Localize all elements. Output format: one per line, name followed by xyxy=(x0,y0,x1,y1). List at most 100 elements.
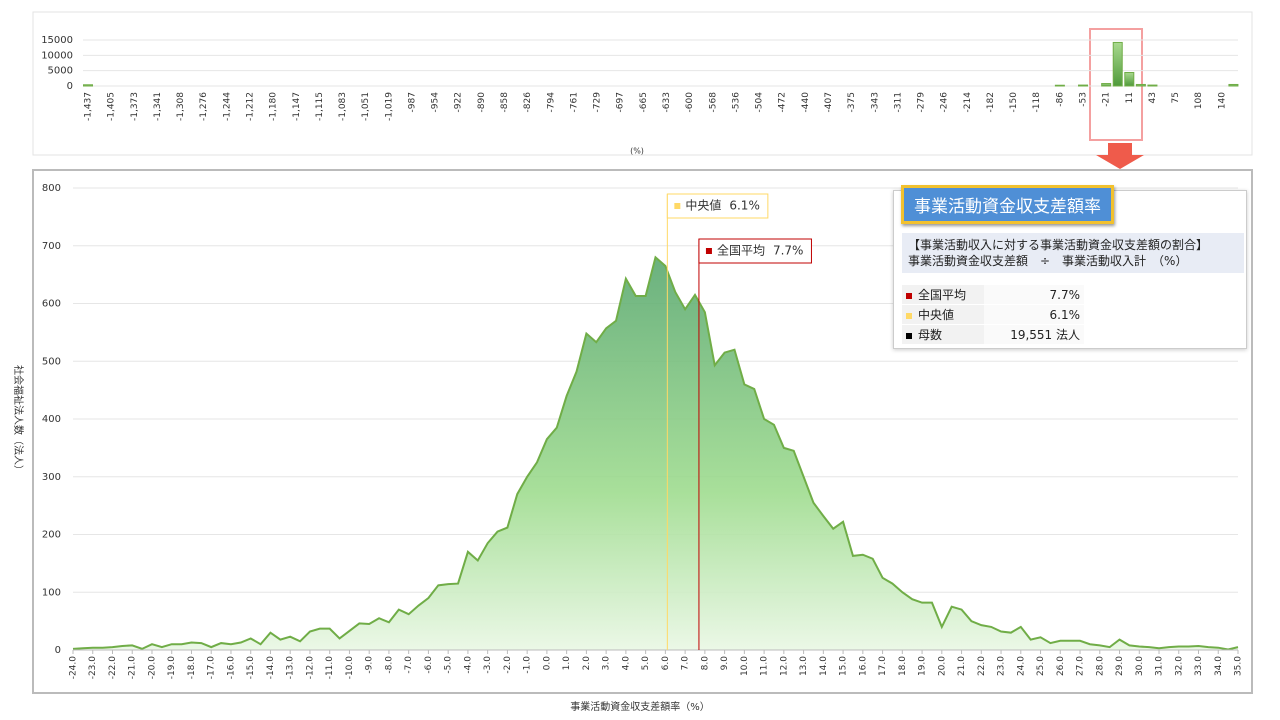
x-tick-label: 4.0 xyxy=(621,656,631,671)
x-tick-label: 25.0 xyxy=(1036,656,1046,676)
x-tick-label: -858 xyxy=(500,92,510,113)
x-tick-label: -922 xyxy=(454,92,464,112)
y-tick-label: 400 xyxy=(42,414,61,425)
x-tick-label: -826 xyxy=(523,92,533,113)
x-tick-label: -15.0 xyxy=(246,656,256,680)
bar xyxy=(1124,72,1135,87)
x-tick-label: -440 xyxy=(801,92,811,113)
x-tick-label: 23.0 xyxy=(997,656,1007,676)
x-tick-label: -21.0 xyxy=(128,656,138,680)
x-tick-label: -890 xyxy=(477,92,487,113)
x-tick-label: -794 xyxy=(546,92,556,113)
x-tick-label: -343 xyxy=(870,92,880,112)
y-tick-label: 500 xyxy=(42,356,61,367)
stats-key: 中央値 xyxy=(902,304,984,325)
y-tick-label: 0 xyxy=(55,645,61,656)
x-tick-label: 5.0 xyxy=(641,656,651,671)
x-tick-label: -504 xyxy=(755,92,765,113)
x-tick-label: -954 xyxy=(431,92,441,113)
x-tick-label: -1,115 xyxy=(315,92,325,121)
x-tick-label: 7.0 xyxy=(681,656,691,671)
y-tick-label: 200 xyxy=(42,530,61,541)
x-tick-label: 26.0 xyxy=(1056,656,1066,676)
x-tick-label: 13.0 xyxy=(799,656,809,676)
x-tick-label: -761 xyxy=(569,92,579,112)
x-tick-label: -1,051 xyxy=(361,92,371,121)
x-tick-label: -21 xyxy=(1102,92,1112,107)
x-tick-label: -1,180 xyxy=(269,92,279,121)
label-value: 6.1% xyxy=(729,199,760,213)
x-tick-label: -86 xyxy=(1055,92,1065,107)
label-swatch xyxy=(705,248,712,254)
x-tick-label: -1,437 xyxy=(84,92,94,121)
x-tick-label: 140 xyxy=(1217,92,1227,109)
x-tick-label: 11 xyxy=(1125,92,1135,103)
bar xyxy=(1101,83,1112,87)
stats-label: 中央値 xyxy=(918,308,955,322)
bar xyxy=(1135,83,1146,87)
x-tick-label: -375 xyxy=(847,92,857,112)
x-tick-label: -279 xyxy=(917,92,927,113)
x-tick-label: 8.0 xyxy=(700,656,710,671)
x-tick-label: 12.0 xyxy=(779,656,789,676)
x-tick-label: -19.0 xyxy=(167,656,177,680)
x-tick-label: -246 xyxy=(940,92,950,113)
x-tick-label: -1.0 xyxy=(523,656,533,674)
y-tick-label: 0 xyxy=(67,81,73,92)
x-tick-label: -8.0 xyxy=(384,656,394,674)
x-tick-label: -665 xyxy=(639,92,649,112)
y-tick-label: 5000 xyxy=(48,66,73,77)
x-tick-label: -1,244 xyxy=(222,92,232,121)
panel-title: 事業活動資金収支差額率 xyxy=(901,185,1114,224)
x-tick-label: -5.0 xyxy=(444,656,454,674)
x-tick-label: 19.0 xyxy=(918,656,928,676)
swatch xyxy=(906,292,912,299)
x-tick-label: -20.0 xyxy=(147,656,157,680)
x-tick-label: -633 xyxy=(662,92,672,112)
x-tick-label: -6.0 xyxy=(424,656,434,674)
x-tick-label: 32.0 xyxy=(1174,656,1184,676)
x-tick-label: -697 xyxy=(616,92,626,112)
x-tick-label: 31.0 xyxy=(1155,656,1165,676)
x-tick-label: 17.0 xyxy=(878,656,888,676)
marker-label: 中央値 6.1% xyxy=(666,193,769,219)
x-tick-label: -600 xyxy=(685,92,695,113)
x-tick-label: -1,308 xyxy=(176,92,186,121)
x-tick-label: -17.0 xyxy=(207,656,217,680)
x-tick-label: -407 xyxy=(824,92,834,112)
x-tick-label: -7.0 xyxy=(404,656,414,674)
x-tick-label: -214 xyxy=(963,92,973,113)
x-axis-title: 事業活動資金収支差額率（%） xyxy=(570,700,710,713)
bar xyxy=(1078,84,1089,87)
x-tick-label: -22.0 xyxy=(108,656,118,680)
x-tick-label: 35.0 xyxy=(1234,656,1244,676)
x-tick-label: -14.0 xyxy=(266,656,276,680)
area xyxy=(73,257,1238,650)
line xyxy=(72,255,1239,651)
stats-label: 母数 xyxy=(918,328,943,342)
x-tick-label: -11.0 xyxy=(325,656,335,680)
label-value: 7.7% xyxy=(773,244,804,258)
formula-line: 【事業活動収入に対する事業活動資金収支差額の割合】 xyxy=(908,238,1209,252)
x-tick-label: -1,276 xyxy=(199,92,209,121)
x-tick-label: -3.0 xyxy=(483,656,493,674)
stats-key: 母数 xyxy=(902,324,984,345)
x-tick-label: -24.0 xyxy=(69,656,79,680)
x-tick-label: 0.0 xyxy=(542,656,552,671)
x-tick-label: 20.0 xyxy=(937,656,947,676)
x-tick-label: 9.0 xyxy=(720,656,730,671)
x-tick-label: -311 xyxy=(893,92,903,112)
x-tick-label: 3.0 xyxy=(602,656,612,671)
bar xyxy=(1112,41,1123,87)
x-tick-label: -987 xyxy=(407,92,417,112)
swatch xyxy=(906,312,912,319)
y-tick-label: 700 xyxy=(42,241,61,252)
x-tick-label: 27.0 xyxy=(1076,656,1086,676)
x-tick-label: 18.0 xyxy=(898,656,908,676)
x-tick-label: 10.0 xyxy=(740,656,750,676)
bar xyxy=(1147,84,1158,87)
x-tick-label: -18.0 xyxy=(187,656,197,680)
bar xyxy=(1228,83,1239,87)
arrow xyxy=(1096,143,1144,169)
